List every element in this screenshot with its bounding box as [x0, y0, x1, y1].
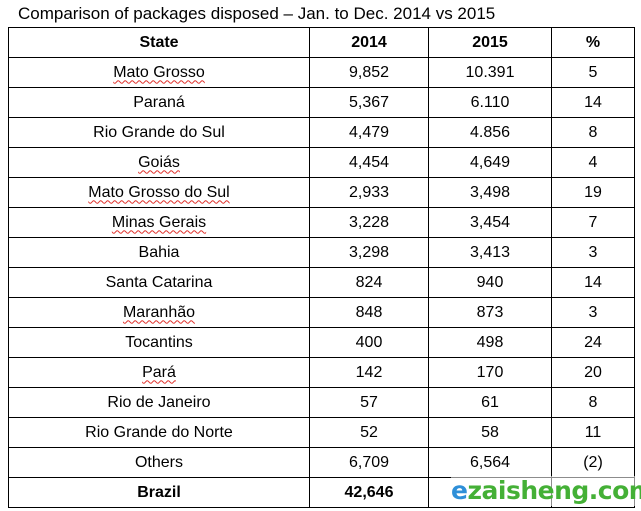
- percent-cell: 14: [551, 87, 635, 118]
- value-2014-cell: 6,709: [309, 447, 429, 478]
- value-2015-cell: 6,564: [428, 447, 552, 478]
- state-cell: Rio de Janeiro: [8, 387, 310, 418]
- value-2014-cell: 4,479: [309, 117, 429, 148]
- table-row: Pará 142 170 20: [8, 357, 635, 388]
- state-name: Tocantins: [125, 333, 193, 351]
- watermark-rest: zaisheng.com: [467, 476, 641, 505]
- value-2015-cell: 58: [428, 417, 552, 448]
- state-name: Santa Catarina: [105, 273, 213, 291]
- value-2014-cell: 2,933: [309, 177, 429, 208]
- total-state-cell: Brazil: [8, 477, 310, 508]
- value-2015-cell: 6.110: [428, 87, 552, 118]
- total-2014-cell: 42,646: [309, 477, 429, 508]
- value-2015-cell: 61: [428, 387, 552, 418]
- header-state: State: [8, 27, 310, 58]
- percent-cell: 5: [551, 57, 635, 88]
- percent-cell: 24: [551, 327, 635, 358]
- header-2014: 2014: [309, 27, 429, 58]
- state-cell: Others: [8, 447, 310, 478]
- table-row: Mato Grosso 9,852 10.391 5: [8, 57, 635, 88]
- state-name: Goiás: [138, 153, 180, 171]
- table-row: Tocantins 400 498 24: [8, 327, 635, 358]
- header-percent: %: [551, 27, 635, 58]
- percent-cell: 7: [551, 207, 635, 238]
- value-2015-cell: 873: [428, 297, 552, 328]
- table-row: Rio Grande do Norte 52 58 11: [8, 417, 635, 448]
- percent-cell: 3: [551, 237, 635, 268]
- state-name: Bahia: [138, 243, 180, 261]
- value-2014-cell: 9,852: [309, 57, 429, 88]
- value-2014-cell: 400: [309, 327, 429, 358]
- header-row: State 2014 2015 %: [8, 27, 635, 58]
- value-2015-cell: 3,454: [428, 207, 552, 238]
- value-2014-cell: 5,367: [309, 87, 429, 118]
- state-cell: Santa Catarina: [8, 267, 310, 298]
- state-name: Mato Grosso do Sul: [88, 183, 230, 201]
- table-row: Minas Gerais 3,228 3,454 7: [8, 207, 635, 238]
- state-name: Mato Grosso: [113, 63, 205, 81]
- value-2015-cell: 10.391: [428, 57, 552, 88]
- state-name: Rio Grande do Norte: [85, 423, 233, 441]
- state-cell: Maranhão: [8, 297, 310, 328]
- table-row: Goiás 4,454 4,649 4: [8, 147, 635, 178]
- state-name: Paraná: [133, 93, 185, 111]
- value-2015-cell: 4,649: [428, 147, 552, 178]
- state-cell: Mato Grosso do Sul: [8, 177, 310, 208]
- table-row: Mato Grosso do Sul 2,933 3,498 19: [8, 177, 635, 208]
- state-name: Pará: [142, 363, 176, 381]
- value-2014-cell: 824: [309, 267, 429, 298]
- table-row: Rio Grande do Sul 4,479 4.856 8: [8, 117, 635, 148]
- table-row: Rio de Janeiro 57 61 8: [8, 387, 635, 418]
- value-2015-cell: 498: [428, 327, 552, 358]
- value-2014-cell: 4,454: [309, 147, 429, 178]
- percent-cell: 8: [551, 387, 635, 418]
- value-2015-cell: 3,498: [428, 177, 552, 208]
- state-name: Rio Grande do Sul: [93, 123, 225, 141]
- table-row: Others 6,709 6,564 (2): [8, 447, 635, 478]
- value-2014-cell: 848: [309, 297, 429, 328]
- state-cell: Tocantins: [8, 327, 310, 358]
- table-row: Bahia 3,298 3,413 3: [8, 237, 635, 268]
- state-cell: Rio Grande do Sul: [8, 117, 310, 148]
- value-2014-cell: 142: [309, 357, 429, 388]
- state-cell: Paraná: [8, 87, 310, 118]
- table-row: Maranhão 848 873 3: [8, 297, 635, 328]
- percent-cell: 14: [551, 267, 635, 298]
- value-2015-cell: 4.856: [428, 117, 552, 148]
- percent-cell: 3: [551, 297, 635, 328]
- percent-cell: (2): [551, 447, 635, 478]
- header-2015: 2015: [428, 27, 552, 58]
- percent-cell: 8: [551, 117, 635, 148]
- watermark-logo: ezaisheng.com: [451, 476, 641, 506]
- value-2014-cell: 3,298: [309, 237, 429, 268]
- state-name: Rio de Janeiro: [107, 393, 211, 411]
- state-cell: Bahia: [8, 237, 310, 268]
- percent-cell: 19: [551, 177, 635, 208]
- state-name: Minas Gerais: [111, 213, 207, 231]
- percent-cell: 20: [551, 357, 635, 388]
- value-2014-cell: 57: [309, 387, 429, 418]
- state-name: Maranhão: [122, 303, 196, 321]
- value-2015-cell: 940: [428, 267, 552, 298]
- state-name: Others: [134, 453, 183, 471]
- state-cell: Mato Grosso: [8, 57, 310, 88]
- table-row: Paraná 5,367 6.110 14: [8, 87, 635, 118]
- state-cell: Minas Gerais: [8, 207, 310, 238]
- percent-cell: 11: [551, 417, 635, 448]
- value-2015-cell: 3,413: [428, 237, 552, 268]
- state-cell: Rio Grande do Norte: [8, 417, 310, 448]
- watermark-first-letter: e: [451, 476, 468, 505]
- percent-cell: 4: [551, 147, 635, 178]
- state-cell: Pará: [8, 357, 310, 388]
- table-caption: Comparison of packages disposed – Jan. t…: [18, 4, 496, 23]
- value-2014-cell: 52: [309, 417, 429, 448]
- table-row: Santa Catarina 824 940 14: [8, 267, 635, 298]
- value-2014-cell: 3,228: [309, 207, 429, 238]
- value-2015-cell: 170: [428, 357, 552, 388]
- state-cell: Goiás: [8, 147, 310, 178]
- packages-table: State 2014 2015 % Mato Grosso 9,852 10.3…: [8, 27, 635, 508]
